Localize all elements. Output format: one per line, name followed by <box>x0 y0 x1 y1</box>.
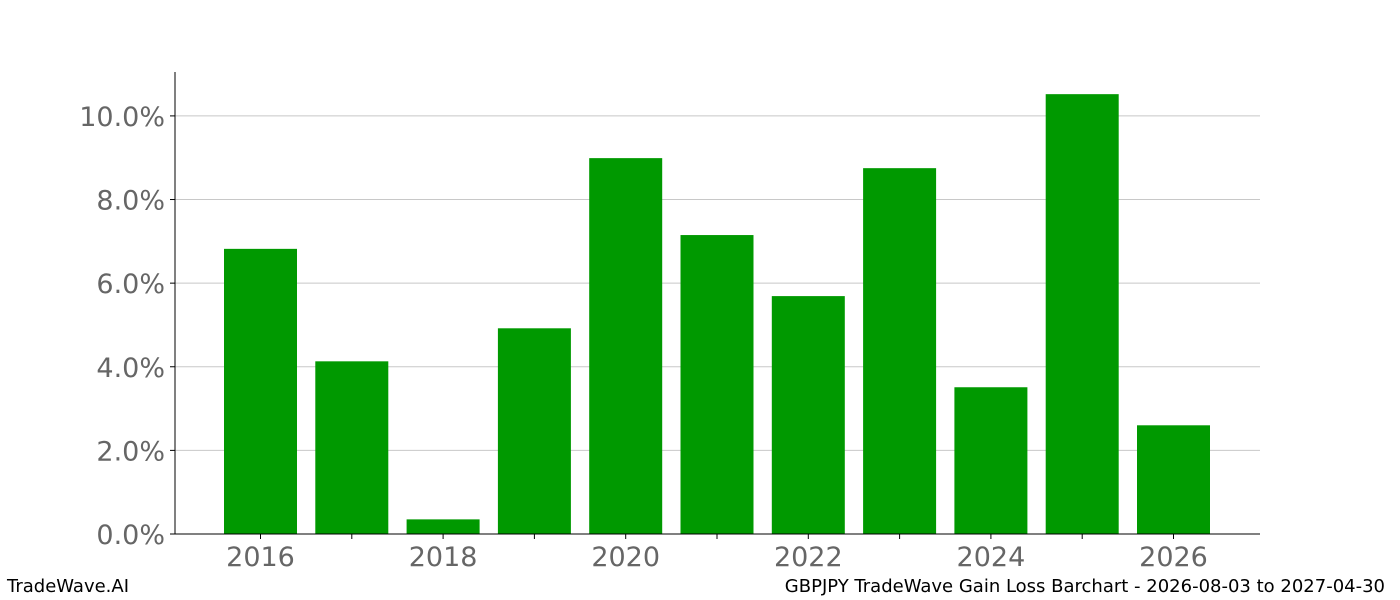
bar-2021 <box>680 235 754 534</box>
bar-2016 <box>224 248 297 534</box>
y-tick-label: 6.0% <box>96 269 165 300</box>
bar-2022 <box>771 296 845 534</box>
bar-2017 <box>315 361 389 534</box>
y-tick-label: 2.0% <box>96 436 165 467</box>
bar-2025 <box>1045 94 1119 535</box>
y-ticks: 0.0% 2.0% 4.0% 6.0% 8.0% 10.0% <box>79 102 175 551</box>
y-tick-label: 4.0% <box>96 353 165 384</box>
chart-caption: GBPJPY TradeWave Gain Loss Barchart - 20… <box>784 576 1385 597</box>
y-tick-label: 0.0% <box>96 520 165 551</box>
brand-label: TradeWave.AI <box>7 576 130 597</box>
bar-2018 <box>406 519 480 534</box>
bar-2023 <box>863 168 937 534</box>
x-tick-label: 2024 <box>957 542 1026 573</box>
x-tick-label: 2022 <box>774 542 843 573</box>
y-tick-label: 10.0% <box>79 102 165 133</box>
y-tick-label: 8.0% <box>96 186 165 217</box>
x-tick-label: 2026 <box>1139 542 1208 573</box>
bar-2026 <box>1137 425 1210 534</box>
bar-2024 <box>954 387 1028 534</box>
bar-2019 <box>497 328 571 534</box>
x-tick-label: 2018 <box>409 542 478 573</box>
x-ticks: 2016 2018 2020 2022 2024 2026 <box>226 534 1208 573</box>
x-tick-label: 2016 <box>226 542 295 573</box>
bar-2020 <box>589 158 663 534</box>
bars <box>224 94 1210 535</box>
x-tick-label: 2020 <box>591 542 660 573</box>
